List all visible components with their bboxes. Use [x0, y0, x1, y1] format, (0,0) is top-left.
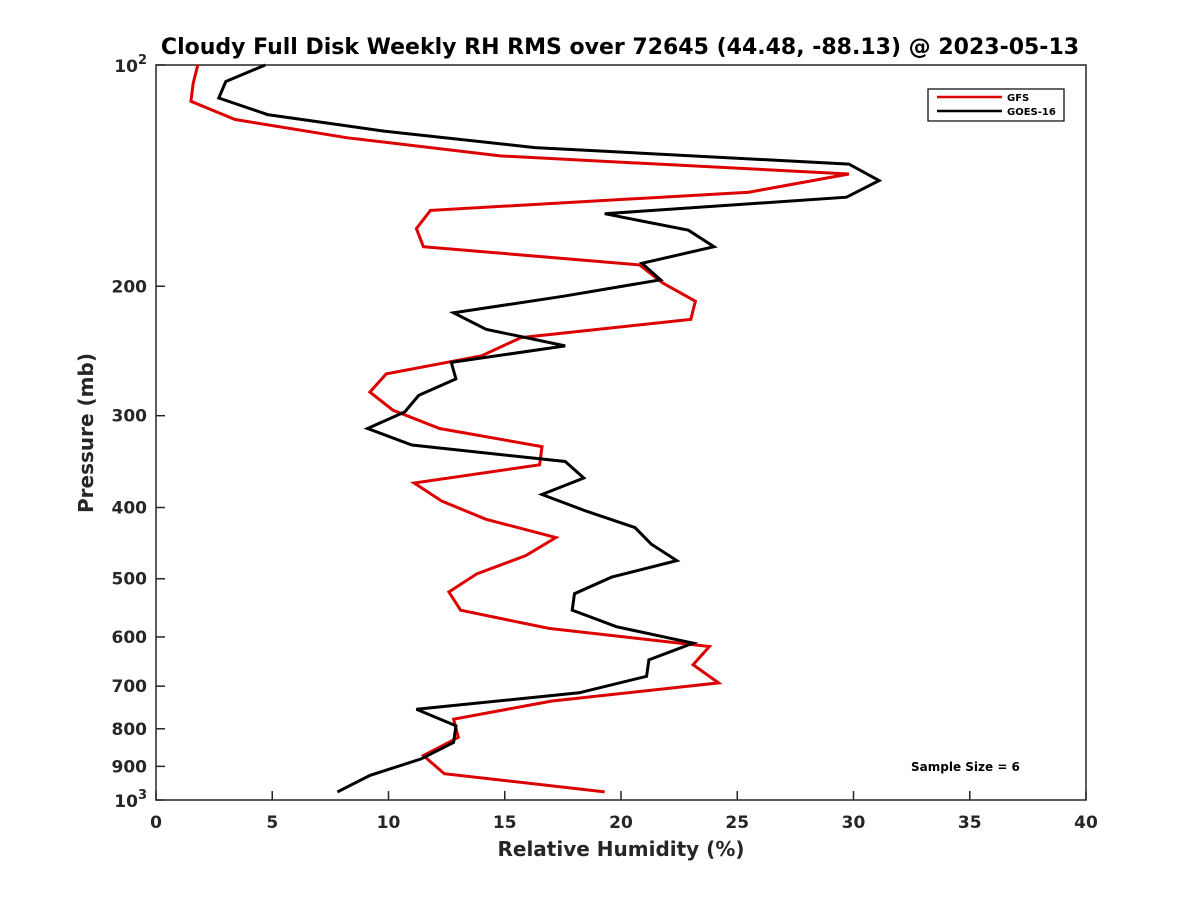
x-axis-label: Relative Humidity (%) [497, 837, 744, 861]
y-tick-label: 900 [112, 757, 148, 777]
plot-box [155, 64, 1087, 801]
y-tick-label: 700 [112, 677, 148, 697]
y-tick-label-base: 10 [114, 57, 138, 77]
legend-box [927, 88, 1065, 122]
y-tick-label: 500 [112, 570, 148, 590]
x-tick-label: 30 [842, 813, 866, 833]
x-tick-label: 5 [266, 813, 278, 833]
legend: GFS GOES-16 [927, 88, 1065, 122]
x-tick-label: 10 [377, 813, 401, 833]
y-tick-label-exponent: 2 [138, 53, 147, 68]
y-tick-label-base: 10 [114, 792, 138, 812]
x-tick-label: 20 [609, 813, 633, 833]
x-tick-label: 25 [725, 813, 749, 833]
y-tick-label: 103 [114, 788, 147, 812]
y-tick-label: 600 [112, 628, 148, 648]
x-tick-label: 0 [150, 813, 162, 833]
y-tick-label: 400 [112, 499, 148, 519]
y-tick-label: 102 [114, 53, 147, 77]
series-layer [189, 63, 883, 794]
x-tick-label: 40 [1074, 813, 1098, 833]
y-axis-label: Pressure (mb) [74, 353, 98, 513]
y-tick-label: 300 [112, 407, 148, 427]
series-line-goes16 [216, 63, 883, 794]
sample-size-annotation: Sample Size = 6 [911, 760, 1020, 774]
y-tick-label-exponent: 3 [138, 788, 147, 803]
series-line-gfs [189, 64, 850, 794]
x-tick-label: 35 [958, 813, 982, 833]
legend-label-goes16: GOES-16 [1007, 107, 1056, 118]
x-tick-label: 15 [493, 813, 517, 833]
y-tick-label: 200 [112, 277, 148, 297]
legend-label-gfs: GFS [1007, 93, 1029, 104]
chart-title: Cloudy Full Disk Weekly RH RMS over 7264… [161, 35, 1079, 60]
y-tick-label: 800 [112, 720, 148, 740]
axis-layer: 0 5 10 15 20 25 30 35 40102200300400500600700800… [112, 53, 1098, 833]
